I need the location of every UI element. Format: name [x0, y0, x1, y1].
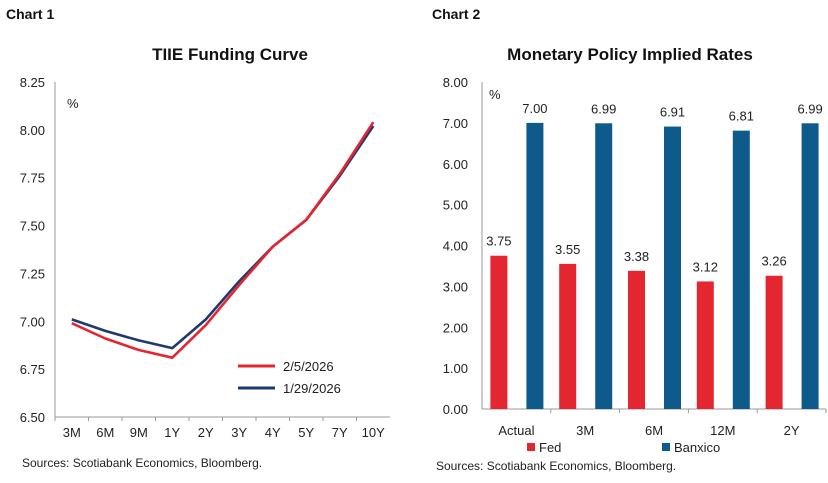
chart1-x-tick-label: 9M: [130, 425, 148, 440]
chart2-data-label: 3.38: [624, 249, 649, 264]
chart2-legend-label: Fed: [539, 440, 561, 455]
chart2-title: Monetary Policy Implied Rates: [507, 45, 753, 64]
chart2-source: Sources: Scotiabank Economics, Bloomberg…: [436, 459, 677, 473]
chart2-bar-fed: [696, 281, 714, 409]
chart2-data-label: 6.99: [591, 101, 616, 116]
chart2-data-label: 7.00: [522, 101, 547, 116]
chart1-x-tick-label: 1Y: [164, 425, 180, 440]
chart2-y-tick-label: 7.00: [443, 116, 468, 131]
chart2-x-tick-label: Actual: [498, 423, 534, 438]
chart2-data-label: 3.75: [486, 234, 511, 249]
chart2-x-tick-label: 12M: [710, 423, 735, 438]
chart1-y-tick-label: 6.50: [20, 410, 45, 425]
chart1-y-tick-label: 7.75: [20, 171, 45, 186]
chart2-y-tick-label: 3.00: [443, 279, 468, 294]
chart1-y-unit: %: [67, 96, 79, 111]
chart2-data-label: 6.91: [660, 105, 685, 120]
chart2-data-label: 3.55: [555, 242, 580, 257]
chart2-y-tick-label: 4.00: [443, 239, 468, 254]
chart2-y-tick-label: 0.00: [443, 402, 468, 417]
chart1-y-tick-label: 7.50: [20, 219, 45, 234]
chart2-bar-fed: [765, 275, 783, 409]
chart2-data-label: 3.12: [693, 259, 718, 274]
chart2-y-tick-label: 8.00: [443, 75, 468, 90]
chart2-legend-swatch: [527, 443, 535, 451]
chart1-x-tick-label: 5Y: [298, 425, 314, 440]
chart2-x-tick-label: 3M: [576, 423, 594, 438]
chart2-legend-label: Banxico: [674, 440, 720, 455]
chart1-title: TIIE Funding Curve: [152, 45, 308, 64]
chart1-y-tick-label: 6.75: [20, 362, 45, 377]
chart2-data-label: 3.26: [761, 254, 786, 269]
chart2-bar-fed: [628, 270, 645, 409]
chart2-bar-banxico: [595, 123, 613, 409]
chart2-bar-fed: [490, 255, 508, 409]
chart1-source: Sources: Scotiabank Economics, Bloomberg…: [22, 456, 263, 470]
chart1-x-tick-label: 7Y: [332, 425, 348, 440]
chart2-bar-banxico: [801, 123, 819, 409]
chart2-y-tick-label: 2.00: [443, 320, 468, 335]
chart2-bar-banxico: [732, 130, 750, 410]
chart2-data-label: 6.99: [797, 101, 822, 116]
chart2-data-label: 6.81: [729, 109, 754, 124]
chart1-x-tick-label: 4Y: [265, 425, 281, 440]
chart1-x-tick-label: 2Y: [198, 425, 214, 440]
chart2-bar-fed: [559, 263, 577, 409]
chart2-y-unit: %: [489, 87, 501, 102]
chart1-series-line-0: [71, 121, 375, 360]
chart1-legend-label: 1/29/2026: [283, 381, 341, 396]
chart2-y-tick-label: 6.00: [443, 157, 468, 172]
chart1-x-tick-label: 10Y: [362, 425, 385, 440]
chart1-y-tick-label: 7.00: [20, 314, 45, 329]
chart1-legend-label: 2/5/2026: [283, 359, 334, 374]
chart2-y-tick-label: 5.00: [443, 198, 468, 213]
chart2-x-tick-label: 2Y: [784, 423, 800, 438]
chart2-x-tick-label: 6M: [645, 423, 663, 438]
chart2-y-tick-label: 1.00: [443, 361, 468, 376]
chart2-legend-swatch: [662, 443, 670, 451]
chart1-y-tick-label: 8.25: [20, 75, 45, 90]
chart1-y-tick-label: 7.25: [20, 266, 45, 281]
chart1-label: Chart 1: [6, 6, 55, 22]
chart2-bar-banxico: [664, 126, 681, 410]
chart2-label: Chart 2: [432, 6, 481, 22]
chart1-x-tick-label: 6M: [96, 425, 114, 440]
chart2-bar-banxico: [526, 122, 544, 409]
chart1-x-tick-label: 3Y: [231, 425, 247, 440]
chart1-y-tick-label: 8.00: [20, 123, 45, 138]
chart1-x-tick-label: 3M: [63, 425, 81, 440]
